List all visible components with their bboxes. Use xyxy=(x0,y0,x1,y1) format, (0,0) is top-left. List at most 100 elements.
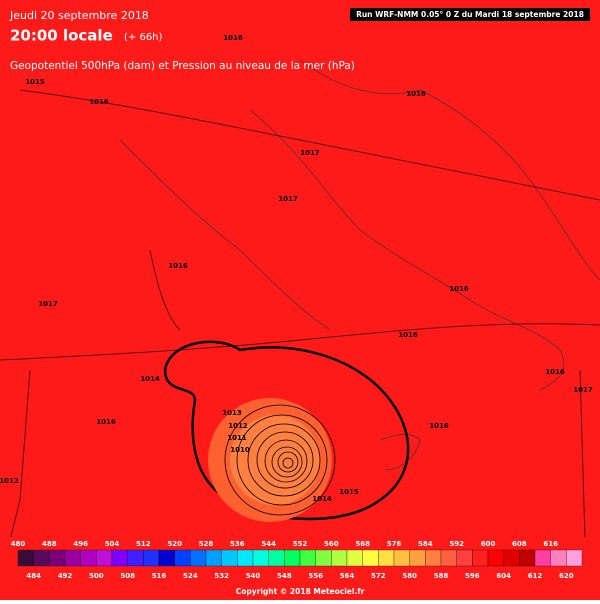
color-swatch xyxy=(487,549,504,567)
color-swatch xyxy=(346,549,363,567)
scale-label: 516 xyxy=(152,572,167,580)
scale-label: 544 xyxy=(261,540,276,548)
color-swatch xyxy=(472,549,489,567)
color-swatch xyxy=(221,549,238,567)
isobar-label: 1017 xyxy=(573,386,593,394)
scale-label: 496 xyxy=(73,540,88,548)
subtitle: Geopotentiel 500hPa (dam) et Pression au… xyxy=(10,60,355,72)
isobar-label: 1015 xyxy=(339,488,359,496)
scale-label: 540 xyxy=(246,572,261,580)
scale-label: 612 xyxy=(528,572,543,580)
color-swatch xyxy=(440,549,457,567)
scale-label: 596 xyxy=(465,572,480,580)
isobar xyxy=(579,369,586,541)
color-swatch xyxy=(566,549,583,567)
isobar-label: 1013 xyxy=(222,409,242,417)
isobar-label: 1016 xyxy=(398,331,418,339)
isobar-label: 1014 xyxy=(140,375,160,383)
isobar-label: 1018 xyxy=(406,90,426,98)
coast xyxy=(119,139,331,331)
scale-label: 548 xyxy=(277,572,292,580)
scale-label: 604 xyxy=(496,572,511,580)
color-swatch xyxy=(252,549,269,567)
isobar-label: 1017 xyxy=(300,149,320,157)
isobar-label: 1015 xyxy=(25,78,45,86)
color-swatch xyxy=(534,549,551,567)
isobar-label: 1016 xyxy=(449,285,469,293)
scale-label: 556 xyxy=(308,572,323,580)
scale-label: 500 xyxy=(89,572,104,580)
isobar-label: 1011 xyxy=(227,434,247,442)
scale-label: 532 xyxy=(214,572,229,580)
color-swatch xyxy=(80,549,97,567)
scale-label: 480 xyxy=(11,540,26,548)
scale-label: 580 xyxy=(402,572,417,580)
coast xyxy=(299,59,600,281)
color-swatch xyxy=(284,549,301,567)
color-swatch xyxy=(33,549,50,567)
color-swatch xyxy=(315,549,332,567)
scale-label: 484 xyxy=(26,572,41,580)
scale-label: 528 xyxy=(199,540,214,548)
isobar xyxy=(224,404,336,516)
color-swatch xyxy=(268,549,285,567)
cyclone-area xyxy=(230,415,320,505)
coast xyxy=(249,109,565,391)
color-swatch xyxy=(409,549,426,567)
color-swatch xyxy=(456,549,473,567)
color-swatch xyxy=(111,549,128,567)
color-swatch xyxy=(174,549,191,567)
isobar-label: 1016 xyxy=(429,422,449,430)
color-swatch xyxy=(64,549,81,567)
color-swatch xyxy=(143,549,160,567)
color-swatch xyxy=(237,549,254,567)
isobar xyxy=(0,323,600,361)
isobar xyxy=(149,249,181,331)
isobar-label: 1012 xyxy=(0,477,19,485)
isobar xyxy=(256,431,314,489)
isobar-label: 1010 xyxy=(230,446,250,454)
color-swatch xyxy=(158,549,175,567)
color-swatch xyxy=(17,549,34,567)
color-swatch xyxy=(378,549,395,567)
scale-label: 504 xyxy=(105,540,120,548)
scale-label: 520 xyxy=(167,540,182,548)
isobar-label: 1012 xyxy=(228,422,248,430)
isobar-label: 1014 xyxy=(312,495,332,503)
isobar xyxy=(247,423,321,497)
legend-area xyxy=(0,537,600,600)
scale-label: 616 xyxy=(543,540,558,548)
scale-label: 508 xyxy=(120,572,135,580)
date: Jeudi 20 septembre 2018 xyxy=(9,9,149,22)
isobar-label: 1016 xyxy=(168,262,188,270)
scale-label: 488 xyxy=(42,540,57,548)
isobar xyxy=(236,414,328,506)
scale-label: 512 xyxy=(136,540,151,548)
color-swatch xyxy=(362,549,379,567)
scale-label: 536 xyxy=(230,540,245,548)
scale-label: 592 xyxy=(449,540,464,548)
time: 20:00 locale xyxy=(10,27,113,45)
coast xyxy=(379,433,421,471)
isobar xyxy=(264,439,308,483)
isobar xyxy=(277,451,299,473)
scale-label: 524 xyxy=(183,572,198,580)
copyright: Copyright © 2018 Meteociel.fr xyxy=(236,587,365,596)
isobar xyxy=(282,457,294,469)
scale-label: 564 xyxy=(340,572,355,580)
scale-label: 608 xyxy=(512,540,527,548)
cyclone-isobars xyxy=(224,404,336,516)
scale-label: 572 xyxy=(371,572,386,580)
isobar-label: 1017 xyxy=(38,300,58,308)
scale-label: 588 xyxy=(434,572,449,580)
coastlines xyxy=(119,59,600,471)
isobar xyxy=(19,89,600,201)
isobar-label: 1017 xyxy=(278,195,298,203)
color-swatch xyxy=(299,549,316,567)
isobar-label: 1016 xyxy=(89,98,109,106)
scale-label: 584 xyxy=(418,540,433,548)
scale-label: 492 xyxy=(58,572,73,580)
isobar-label: 1016 xyxy=(545,368,565,376)
color-swatch xyxy=(503,549,520,567)
